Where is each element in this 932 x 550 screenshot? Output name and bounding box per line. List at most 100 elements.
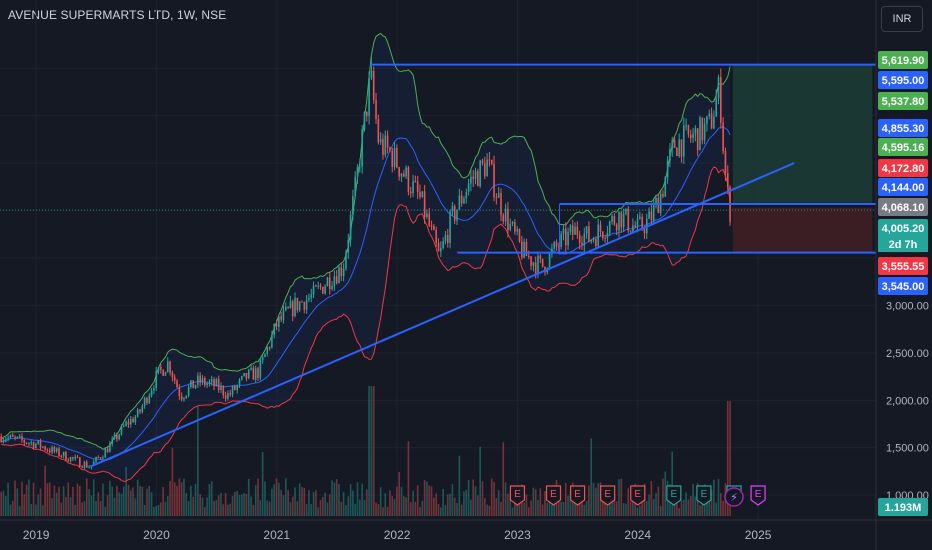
volume-bar: [166, 496, 169, 516]
candle-body: [118, 434, 120, 440]
candle-body: [497, 193, 500, 198]
volume-bar: [618, 479, 620, 516]
candle-body: [703, 123, 706, 141]
price-badge-label: 4,595.16: [882, 142, 925, 154]
x-tick-label: 2020: [143, 528, 170, 542]
candle-body: [375, 100, 377, 120]
dividend-icon: [724, 487, 744, 507]
volume-bar: [340, 501, 343, 516]
volume-bar: [393, 498, 396, 516]
candle-body: [507, 208, 509, 231]
candle-body: [266, 347, 269, 354]
candle-body: [146, 397, 148, 403]
candle-body: [574, 226, 576, 235]
candle-body: [284, 307, 287, 311]
volume-bar: [539, 488, 542, 516]
candle-body: [710, 113, 713, 129]
candle-body: [479, 160, 481, 187]
volume-bar: [497, 490, 500, 516]
candle-body: [620, 211, 623, 228]
candle-body: [46, 449, 49, 451]
candle-body: [428, 213, 431, 226]
candle-body: [99, 457, 102, 459]
price-badge: [878, 235, 928, 252]
candle-body: [125, 421, 127, 426]
candle-body: [402, 173, 405, 177]
volume-bar: [208, 484, 211, 516]
volume-bar: [345, 505, 347, 516]
candle-body: [458, 195, 461, 210]
candle-body: [155, 370, 157, 389]
volume-bar: [595, 487, 597, 516]
volume-bar: [81, 502, 83, 516]
volume-bar: [35, 504, 37, 516]
volume-bar: [650, 481, 653, 516]
candle-body: [622, 213, 625, 228]
candle-body: [426, 213, 428, 218]
currency-selector[interactable]: INR: [881, 6, 923, 32]
volume-bar: [687, 499, 690, 516]
volume-bar: [69, 497, 72, 516]
volume-bar: [483, 498, 486, 516]
volume-bar: [648, 494, 650, 516]
volume-bar: [65, 496, 67, 516]
candle-body: [32, 442, 35, 448]
volume-bar: [625, 503, 627, 516]
candle-body: [58, 448, 60, 456]
candle-body: [273, 323, 276, 335]
volume-bar: [222, 504, 225, 516]
volume-bar: [530, 500, 532, 516]
volume-bar: [79, 486, 81, 516]
candle-body: [150, 390, 153, 396]
volume-bar: [206, 497, 208, 516]
candle-body: [289, 301, 292, 309]
volume-bar: [416, 485, 419, 516]
volume-bar: [474, 486, 477, 516]
candle-body: [555, 242, 558, 247]
volume-bar: [229, 503, 232, 516]
volume-bar: [106, 495, 109, 516]
candle-body: [120, 426, 123, 435]
volume-bar: [560, 501, 562, 516]
volume-bar: [183, 478, 185, 516]
volume-bar: [590, 438, 593, 516]
earnings-marker: [630, 485, 646, 506]
candle-body: [706, 116, 708, 124]
candle-body: [271, 334, 273, 348]
volume-bar: [342, 491, 345, 516]
price-badge-label: 3,545.00: [882, 281, 925, 293]
candle-body: [643, 228, 646, 234]
candle-body: [217, 379, 220, 390]
candle-body: [652, 204, 655, 221]
volume-bar: [396, 486, 398, 516]
candle-body: [442, 241, 444, 248]
volume-bar: [398, 472, 400, 516]
volume-bar: [257, 478, 259, 516]
volume-bar: [123, 486, 125, 516]
volume-bar: [245, 494, 248, 516]
volume-bar: [243, 493, 245, 516]
volume-bar: [201, 497, 204, 516]
candle-body: [599, 224, 602, 232]
volume-bar: [685, 492, 687, 516]
candle-body: [655, 197, 657, 205]
volume-bar: [322, 496, 324, 516]
y-tick-label: 2,000.00: [886, 395, 929, 407]
candle-body: [324, 286, 326, 294]
volume-bar: [532, 487, 535, 516]
volume-bar: [90, 495, 93, 516]
volume-bar: [99, 501, 102, 516]
volume-bar: [386, 506, 389, 516]
candle-body: [567, 231, 569, 246]
candle-body: [553, 242, 556, 249]
candle-body: [488, 159, 491, 161]
volume-bar: [729, 401, 731, 516]
price-badge-label: 4,855.30: [882, 123, 925, 135]
candle-body: [132, 418, 134, 423]
volume-bar: [632, 497, 634, 516]
candle-body: [28, 443, 30, 445]
candle-body: [523, 242, 525, 258]
candle-body: [317, 285, 319, 287]
candle-body: [504, 208, 507, 222]
